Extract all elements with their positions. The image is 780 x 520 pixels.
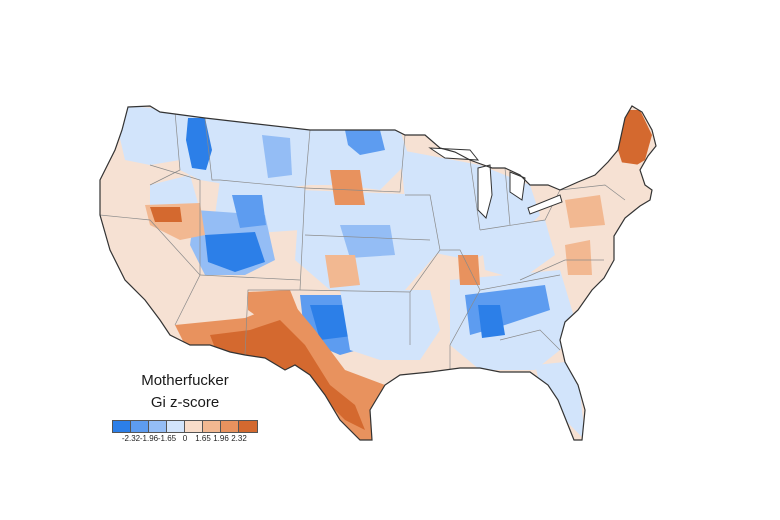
hot-kansas-west [325,255,360,288]
cold-nd-core [345,130,385,155]
hot-maine [618,110,652,172]
legend-subtitle: Gi z-score [150,394,220,411]
legend-swatch [203,421,221,432]
legend-swatch [113,421,131,432]
legend-tick-label: -2.32 [121,434,141,443]
legend-tick-label: -1.96 [139,434,159,443]
great-lakes [428,147,563,219]
legend-tick-label: 1.96 [213,434,229,443]
lake-superior [428,147,480,161]
legend-tick-label: 1.65 [195,434,211,443]
legend-swatch [131,421,149,432]
hot-illinois [458,255,480,285]
hot-south-dakota [330,170,365,205]
legend-color-bar [112,420,258,433]
cold-montana-strip [262,135,292,178]
hot-nevada-core [150,207,182,222]
legend-tick-label: 2.32 [231,434,247,443]
hot-pennsylvania [565,195,605,228]
legend-tick-label: 0 [182,434,188,443]
legend-swatch [185,421,203,432]
hot-spots [145,110,652,440]
cold-idaho-core [186,118,212,170]
hot-new-england [605,160,650,200]
cold-utah-core [205,232,265,272]
lake-erie [527,194,563,215]
hot-virginia [565,240,592,275]
state-boundaries [100,111,626,372]
cold-nebraska-core [340,225,395,258]
cold-florida [535,362,585,440]
legend-swatch [221,421,239,432]
hot-southwest-core [210,320,365,430]
legend-swatch [239,421,257,432]
legend-title: Motherfucker [141,372,229,389]
legend-tick-label: -1.65 [157,434,177,443]
legend-swatch [149,421,167,432]
cold-ohio-valley [480,220,555,280]
cold-east-texas [340,290,440,360]
cold-mississippi-core [478,305,505,338]
lake-huron [509,171,526,201]
legend-swatch [167,421,185,432]
cold-wyoming-core [232,195,266,228]
hot-new-mexico-north [248,290,300,322]
lake-michigan [477,164,493,219]
